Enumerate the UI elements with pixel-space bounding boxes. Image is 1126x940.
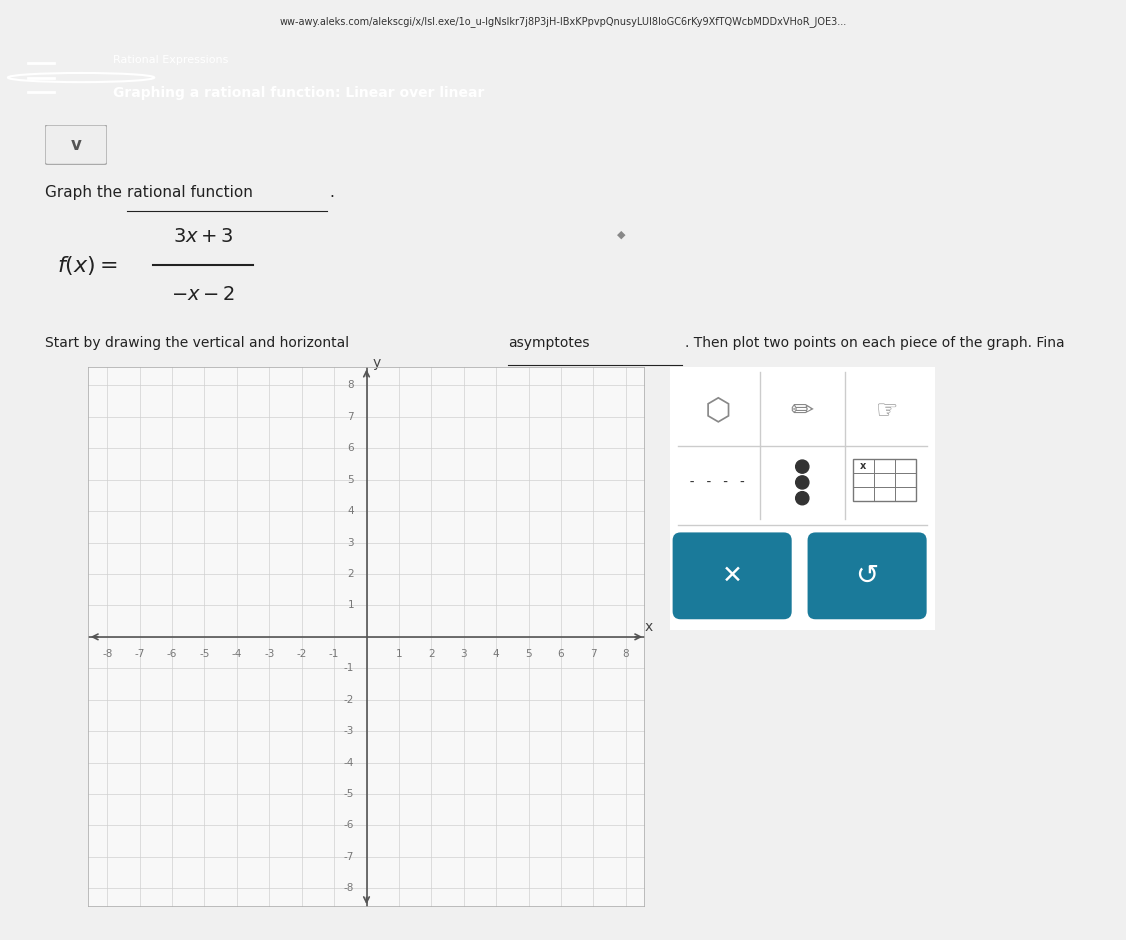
Text: -7: -7 [343,852,355,862]
Text: 4: 4 [348,506,355,516]
Text: -4: -4 [232,649,242,659]
Text: ✕: ✕ [722,564,743,588]
Text: x: x [644,620,653,634]
Text: -5: -5 [199,649,209,659]
Text: $3x+3$: $3x+3$ [172,227,233,246]
Text: -7: -7 [134,649,145,659]
Text: -2: -2 [296,649,307,659]
FancyBboxPatch shape [672,532,792,619]
Text: -3: -3 [343,726,355,736]
FancyBboxPatch shape [668,364,937,633]
Text: 4: 4 [493,649,500,659]
FancyBboxPatch shape [45,125,107,164]
Text: Rational Expressions: Rational Expressions [113,55,227,65]
Text: . Then plot two points on each piece of the graph. Fina: . Then plot two points on each piece of … [686,337,1065,350]
Text: -8: -8 [343,884,355,893]
Bar [852,459,917,501]
Text: ww-awy.aleks.com/alekscgi/x/lsl.exe/1o_u-lgNslkr7j8P3jH-IBxKPpvpQnusyLUI8IoGC6rK: ww-awy.aleks.com/alekscgi/x/lsl.exe/1o_u… [279,16,847,26]
Text: -3: -3 [265,649,275,659]
Text: -4: -4 [343,758,355,768]
Text: Graph the: Graph the [45,185,127,200]
Text: asymptotes: asymptotes [508,337,590,350]
Circle shape [796,492,808,505]
Text: 5: 5 [525,649,531,659]
Text: ↺: ↺ [856,562,878,589]
Text: 3: 3 [461,649,467,659]
Text: ✏: ✏ [790,398,814,425]
Text: Graphing a rational function: Linear over linear: Graphing a rational function: Linear ove… [113,86,484,100]
Text: 7: 7 [348,412,355,422]
Text: y: y [372,356,381,370]
Text: -2: -2 [343,695,355,705]
Text: - - - -: - - - - [688,476,747,490]
Text: -5: -5 [343,789,355,799]
Text: -8: -8 [102,649,113,659]
Text: 3: 3 [348,538,355,548]
Text: ☞: ☞ [876,400,899,423]
Text: -1: -1 [343,664,355,673]
Text: 8: 8 [348,381,355,390]
Text: -6: -6 [343,821,355,830]
Text: v: v [71,135,81,154]
Text: ◆: ◆ [617,229,625,240]
Text: 2: 2 [348,569,355,579]
Text: 5: 5 [348,475,355,485]
Text: .: . [329,185,334,200]
Text: 6: 6 [557,649,564,659]
Circle shape [796,460,808,473]
Text: 7: 7 [590,649,597,659]
Text: 8: 8 [623,649,629,659]
Circle shape [796,476,808,489]
Text: 2: 2 [428,649,435,659]
Text: $f(x)=$: $f(x)=$ [57,254,118,276]
Text: -6: -6 [167,649,177,659]
Text: Start by drawing the vertical and horizontal: Start by drawing the vertical and horizo… [45,337,354,350]
Text: $-x-2$: $-x-2$ [171,285,235,304]
Text: 1: 1 [348,601,355,610]
Text: ⬡: ⬡ [704,397,731,426]
Text: 1: 1 [395,649,402,659]
Text: -1: -1 [329,649,339,659]
Text: x: x [860,461,866,471]
Text: rational function: rational function [127,185,253,200]
Text: 6: 6 [348,444,355,453]
FancyBboxPatch shape [807,532,927,619]
